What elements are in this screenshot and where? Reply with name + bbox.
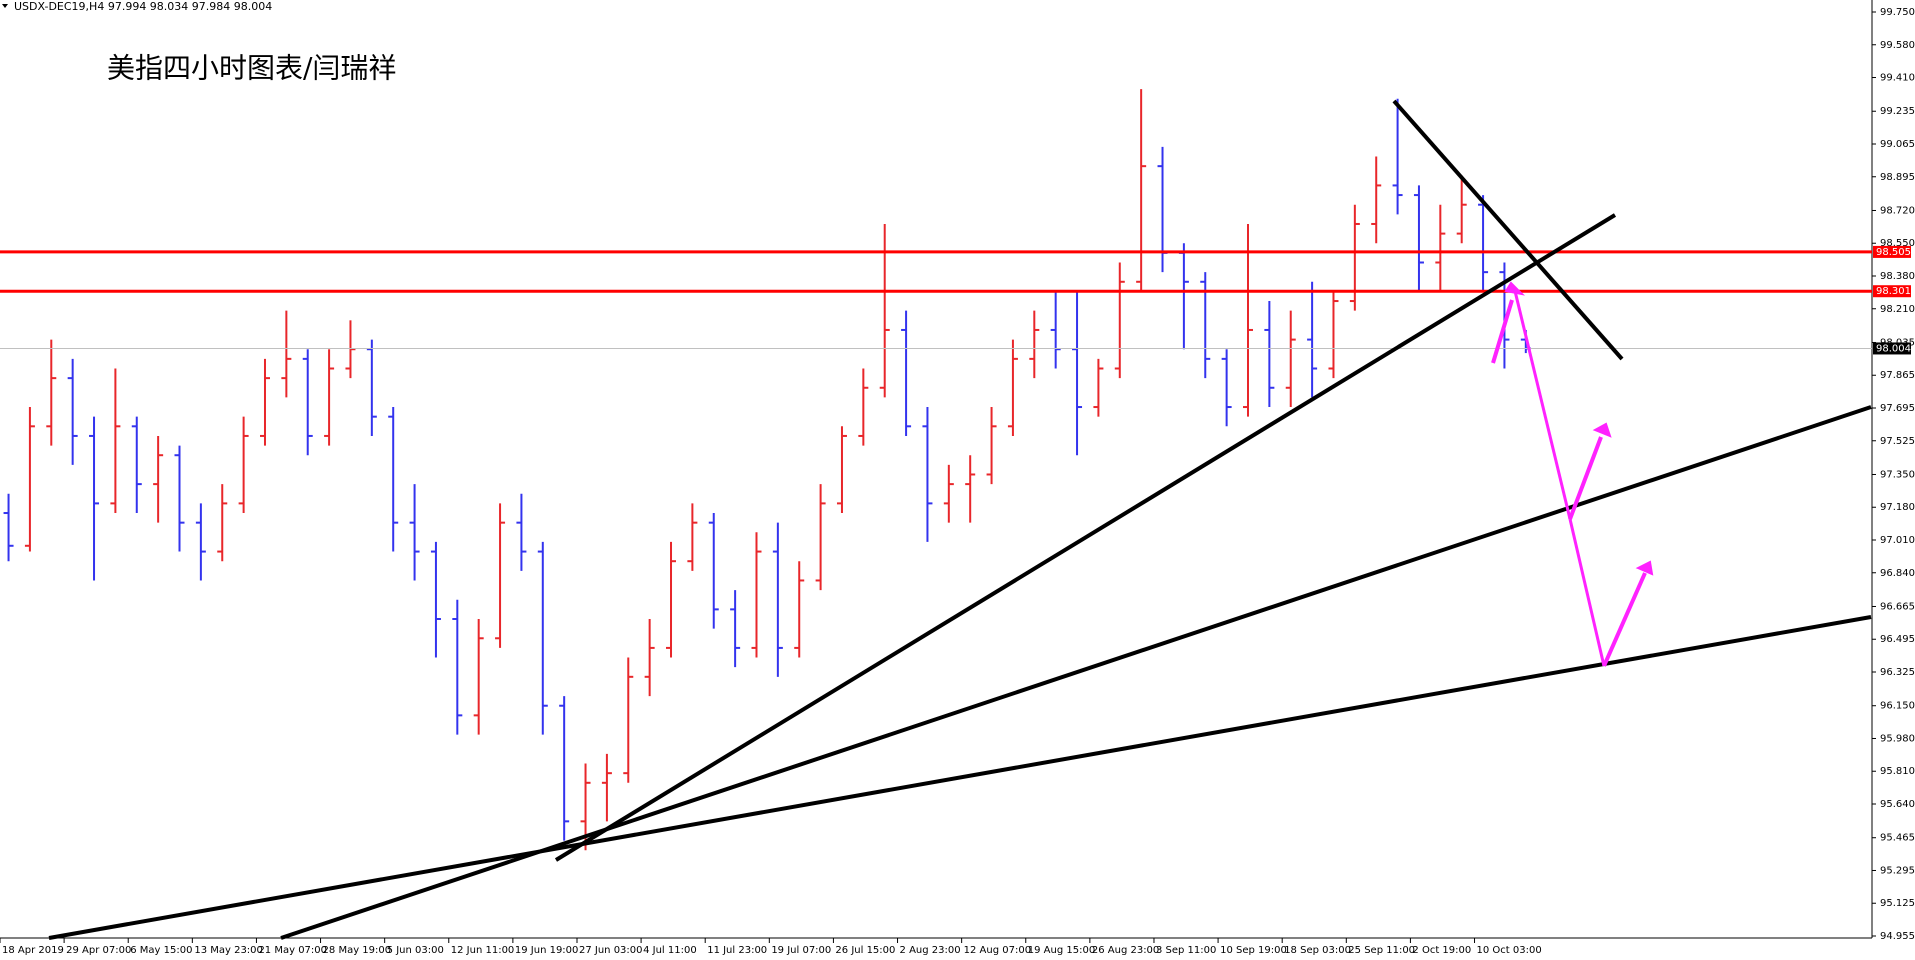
- y-tick-label: 97.010: [1880, 535, 1915, 546]
- y-tick-label: 95.640: [1880, 799, 1915, 810]
- y-tick-label: 97.180: [1880, 502, 1915, 513]
- arrow: [1513, 290, 1572, 520]
- x-tick-label: 4 Jul 11:00: [643, 945, 697, 956]
- arrow: [1491, 299, 1514, 364]
- header: USDX-DEC19,H4 97.994 98.034 97.984 98.00…: [14, 0, 272, 13]
- arrow: [1568, 518, 1606, 667]
- y-tick-label: 95.465: [1880, 833, 1915, 844]
- x-tick-label: 5 Jun 03:00: [387, 945, 444, 956]
- forecast-arrows: [1491, 281, 1654, 667]
- x-tick-label: 12 Aug 07:00: [964, 945, 1031, 956]
- y-tick-label: 96.325: [1880, 667, 1915, 678]
- y-tick-label: 98.550: [1880, 238, 1915, 249]
- x-tick-label: 10 Sep 19:00: [1220, 945, 1287, 956]
- trendlines: [48, 99, 1872, 940]
- menu-arrow: [2, 4, 8, 8]
- arrow-head: [1592, 422, 1612, 438]
- y-tick-label: 99.065: [1880, 139, 1915, 150]
- x-tick-label: 6 May 15:00: [130, 945, 192, 956]
- x-tick-label: 19 Jul 07:00: [771, 945, 831, 956]
- x-tick-label: 2 Oct 19:00: [1412, 945, 1471, 956]
- arrow-head: [1635, 560, 1654, 576]
- y-tick-label: 99.580: [1880, 40, 1915, 51]
- x-tick-label: 21 May 07:00: [258, 945, 327, 956]
- y-tick-label: 95.810: [1880, 766, 1915, 777]
- y-tick-label: 98.720: [1880, 205, 1915, 216]
- x-tick-label: 18 Sep 03:00: [1284, 945, 1351, 956]
- x-tick-label: 28 May 19:00: [323, 945, 392, 956]
- y-tick-label: 98.895: [1880, 172, 1915, 183]
- x-tick-label: 26 Jul 15:00: [835, 945, 895, 956]
- x-tick-label: 10 Oct 03:00: [1477, 945, 1542, 956]
- x-tick-label: 29 Apr 07:00: [66, 945, 131, 956]
- y-tick-label: 96.150: [1880, 701, 1915, 712]
- y-tick-label: 98.380: [1880, 271, 1915, 282]
- trendline: [554, 213, 1617, 862]
- last-price-label: 98.004: [1876, 343, 1911, 354]
- level-box: [1873, 285, 1911, 298]
- y-tick-label: 97.695: [1880, 403, 1915, 414]
- y-tick-label: 97.350: [1880, 469, 1915, 480]
- x-tick-label: 11 Jul 23:00: [707, 945, 767, 956]
- y-tick-label: 94.955: [1880, 931, 1915, 942]
- chart-title: 美指四小时图表/闫瑞祥: [107, 52, 396, 85]
- x-tick-label: 3 Sep 11:00: [1156, 945, 1216, 956]
- x-tick-label: 18 Apr 2019: [2, 945, 64, 956]
- x-tick-label: 19 Aug 15:00: [1028, 945, 1095, 956]
- y-tick-label: 95.295: [1880, 865, 1915, 876]
- trendline: [48, 615, 1872, 940]
- y-tick-label: 95.980: [1880, 733, 1915, 744]
- x-tick-label: 26 Aug 23:00: [1092, 945, 1159, 956]
- y-tick-label: 96.495: [1880, 634, 1915, 645]
- x-tick-label: 2 Aug 23:00: [900, 945, 961, 956]
- x-tick-label: 19 Jun 19:00: [515, 945, 579, 956]
- y-tick-label: 99.410: [1880, 73, 1915, 84]
- y-tick-label: 95.125: [1880, 898, 1915, 909]
- x-tick-label: 13 May 23:00: [194, 945, 263, 956]
- trendline: [280, 405, 1872, 940]
- y-tick-label: 96.840: [1880, 568, 1915, 579]
- arrow: [1602, 572, 1647, 667]
- level-label: 98.505: [1876, 247, 1911, 258]
- level-label: 98.301: [1876, 286, 1911, 297]
- x-tick-label: 25 Sep 11:00: [1348, 945, 1415, 956]
- y-tick-label: 99.750: [1880, 7, 1915, 18]
- last-price-box: [1873, 342, 1911, 355]
- x-tick-label: 12 Jun 11:00: [451, 945, 515, 956]
- x-tick-label: 27 Jun 03:00: [579, 945, 643, 956]
- arrow: [1568, 436, 1603, 520]
- y-tick-label: 98.210: [1880, 304, 1915, 315]
- y-tick-label: 96.665: [1880, 601, 1915, 612]
- y-tick-label: 97.865: [1880, 370, 1915, 381]
- y-tick-label: 97.525: [1880, 436, 1915, 447]
- trendline: [1392, 99, 1624, 361]
- y-tick-label: 99.235: [1880, 106, 1915, 117]
- level-box: [1873, 245, 1911, 258]
